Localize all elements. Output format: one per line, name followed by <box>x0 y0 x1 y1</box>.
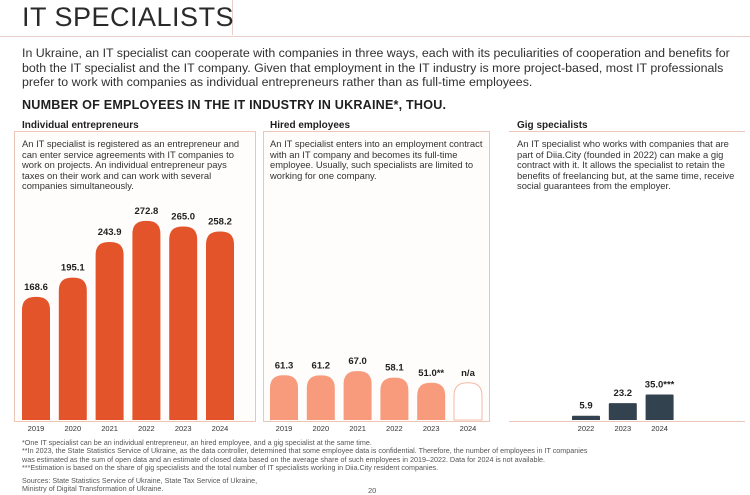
tick-label-hired-2019: 2019 <box>276 424 293 433</box>
bar-individual-2021 <box>95 241 124 420</box>
tick-label-hired-2023: 2023 <box>423 424 440 433</box>
footnote-line: **In 2023, the State Statistics Service … <box>22 446 588 456</box>
bar-hired-2020 <box>306 375 335 420</box>
panel-desc-individual: An IT specialist is registered as an ent… <box>22 138 240 192</box>
source-line: Sources: State Statistics Service of Ukr… <box>22 476 258 485</box>
bar-gig-2024 <box>645 394 674 420</box>
data-label-gig-2024: 35.0*** <box>645 379 675 390</box>
data-label-hired-2019: 61.3 <box>275 360 294 371</box>
tick-label-individual-2023: 2023 <box>175 424 192 433</box>
tick-label-hired-2020: 2020 <box>312 424 329 433</box>
data-label-hired-2021: 67.0 <box>348 356 367 367</box>
bar-hired-2023 <box>417 382 446 420</box>
footnote-line: was estimated as the sum of open data an… <box>22 454 546 464</box>
bar-gig-2022 <box>572 415 600 420</box>
bar-hired-2022 <box>380 377 409 420</box>
tick-label-hired-2022: 2022 <box>386 424 403 433</box>
tick-label-individual-2021: 2021 <box>101 424 118 433</box>
bar-individual-2020 <box>58 277 87 420</box>
data-label-hired-2023: 51.0** <box>418 368 444 379</box>
tick-label-gig-2023: 2023 <box>614 424 631 433</box>
data-label-individual-2022: 272.8 <box>135 206 159 217</box>
intro-paragraph: In Ukraine, an IT specialist can coopera… <box>22 46 730 89</box>
panel-desc-gig: An IT specialist who works with companie… <box>517 138 735 192</box>
tick-label-gig-2024: 2024 <box>651 424 668 433</box>
gig-bottom-rule <box>509 421 745 422</box>
panel-desc-hired: An IT specialist enters into an employme… <box>270 138 483 181</box>
section-title: NUMBER OF EMPLOYEES IN THE IT INDUSTRY I… <box>22 98 447 112</box>
bar-individual-2023 <box>169 226 198 420</box>
data-label-individual-2023: 265.0 <box>171 212 195 223</box>
tick-label-individual-2020: 2020 <box>64 424 81 433</box>
data-label-individual-2024: 258.2 <box>208 217 232 228</box>
data-label-gig-2023: 23.2 <box>614 388 633 399</box>
title-box <box>0 0 233 35</box>
data-label-hired-2022: 58.1 <box>385 363 404 374</box>
bar-gig-2023 <box>608 403 637 420</box>
data-label-hired-2020: 61.2 <box>312 360 331 371</box>
bar-hired-2024 <box>453 382 483 421</box>
footnote-line: ***Estimation is based on the share of g… <box>22 463 439 473</box>
title-bar: IT SPECIALISTS <box>0 0 750 37</box>
tick-label-individual-2019: 2019 <box>28 424 45 433</box>
tick-label-hired-2021: 2021 <box>349 424 366 433</box>
page-number: 20 <box>368 486 377 495</box>
bar-individual-2019 <box>22 296 50 420</box>
data-label-individual-2019: 168.6 <box>24 282 48 293</box>
bar-hired-2019 <box>270 375 298 420</box>
gig-top-rule <box>509 131 745 132</box>
tick-label-gig-2022: 2022 <box>578 424 595 433</box>
bar-individual-2022 <box>132 220 161 420</box>
data-label-gig-2022: 5.9 <box>579 401 592 412</box>
data-label-hired-2024: n/a <box>461 368 475 379</box>
source-line: Ministry of Digital Transformation of Uk… <box>22 484 164 494</box>
tick-label-hired-2024: 2024 <box>460 424 477 433</box>
bar-hired-2021 <box>343 371 372 420</box>
panel-label-hired: Hired employees <box>270 120 351 131</box>
data-label-individual-2020: 195.1 <box>61 263 85 274</box>
footnote-line: *One IT specialist can be an individual … <box>22 438 372 447</box>
tick-label-individual-2022: 2022 <box>138 424 155 433</box>
tick-label-individual-2024: 2024 <box>212 424 229 433</box>
page-title: IT SPECIALISTS <box>22 2 235 32</box>
panel-label-individual: Individual entrepreneurs <box>22 120 139 131</box>
sources: Sources: State Statistics Service of Ukr… <box>22 476 258 494</box>
panel-label-gig: Gig specialists <box>517 120 588 131</box>
data-label-individual-2021: 243.9 <box>98 227 122 238</box>
bar-individual-2024 <box>206 231 234 420</box>
footnotes: *One IT specialist can be an individual … <box>22 438 742 473</box>
panel-hired <box>263 131 490 422</box>
